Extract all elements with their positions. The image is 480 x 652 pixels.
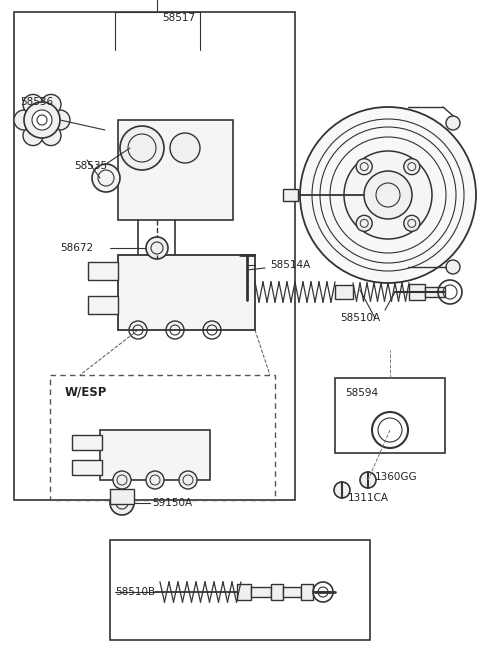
Circle shape (446, 116, 460, 130)
Bar (88, 296, 118, 314)
Text: W/ESP: W/ESP (65, 385, 108, 398)
Text: 58535: 58535 (74, 161, 107, 171)
Circle shape (170, 133, 200, 163)
Bar (335, 285, 353, 299)
Bar (301, 584, 313, 600)
Circle shape (41, 95, 61, 114)
Bar (335, 378, 445, 453)
Bar (110, 540, 370, 640)
Text: 58536: 58536 (20, 97, 53, 107)
Text: 58594: 58594 (345, 388, 378, 398)
Text: 1311CA: 1311CA (348, 493, 389, 503)
Circle shape (24, 102, 60, 138)
Circle shape (146, 237, 168, 259)
Circle shape (360, 472, 376, 488)
Bar (100, 430, 210, 480)
Bar (409, 284, 425, 300)
Circle shape (364, 171, 412, 219)
Circle shape (179, 471, 197, 489)
Circle shape (113, 471, 131, 489)
Bar (425, 287, 445, 297)
Bar (88, 262, 118, 280)
Bar (283, 587, 301, 597)
Text: 58517: 58517 (162, 13, 195, 23)
Circle shape (32, 110, 52, 130)
Circle shape (50, 110, 70, 130)
Circle shape (300, 107, 476, 283)
Circle shape (404, 158, 420, 175)
Bar (118, 120, 233, 220)
Bar (118, 255, 255, 330)
Circle shape (23, 126, 43, 145)
Bar (110, 489, 134, 504)
Bar (251, 587, 271, 597)
Circle shape (446, 260, 460, 274)
Bar (271, 584, 283, 600)
Circle shape (23, 95, 43, 114)
Circle shape (356, 158, 372, 175)
Circle shape (344, 151, 432, 239)
Circle shape (404, 215, 420, 231)
Circle shape (356, 215, 372, 231)
Text: 58514A: 58514A (270, 260, 310, 270)
Bar (72, 435, 102, 450)
Circle shape (146, 471, 164, 489)
Text: 58510B: 58510B (115, 587, 155, 597)
Bar (283, 189, 298, 201)
Text: 58510A: 58510A (340, 313, 380, 323)
Text: 58672: 58672 (60, 243, 93, 253)
Bar (72, 460, 102, 475)
Bar (14, 12, 295, 500)
Text: 1360GG: 1360GG (375, 472, 418, 482)
Bar (237, 584, 251, 600)
Circle shape (41, 126, 61, 145)
Circle shape (110, 491, 134, 515)
Bar (50, 375, 275, 500)
Circle shape (334, 482, 350, 498)
Circle shape (14, 110, 34, 130)
Circle shape (92, 164, 120, 192)
Circle shape (120, 126, 164, 170)
Text: 59150A: 59150A (152, 498, 192, 508)
